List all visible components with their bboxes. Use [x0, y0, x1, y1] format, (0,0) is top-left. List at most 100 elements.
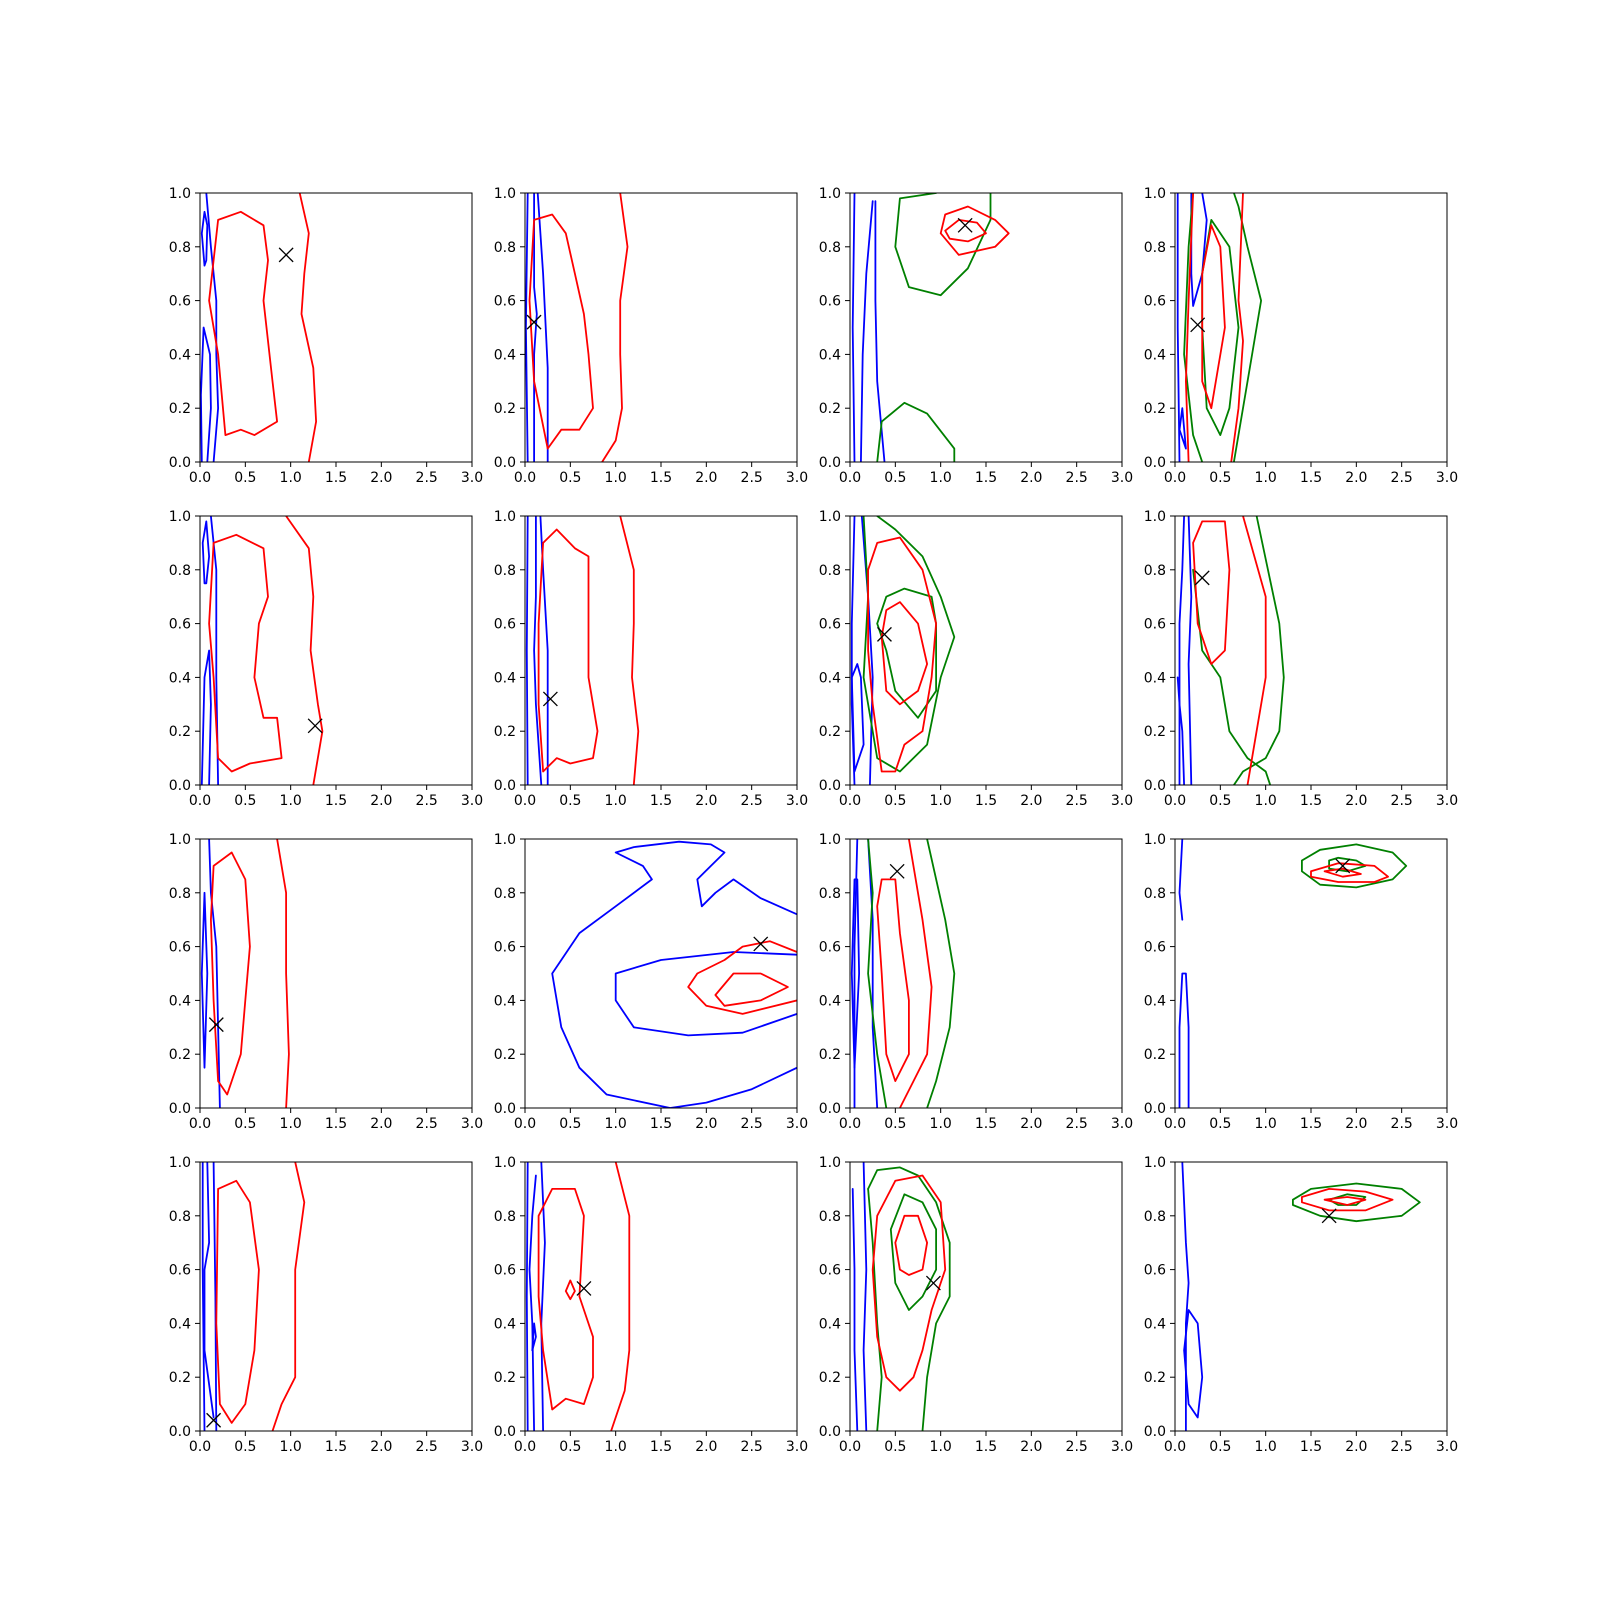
y-tick-label: 0.0 — [494, 778, 516, 794]
panel-1-1: 0.0 0.5 1.0 1.5 2.0 2.5 3.0 0.0 0.2 0.4 0.6 0.8 1.0 — [169, 186, 483, 486]
blue-contour — [1178, 407, 1187, 450]
red-contour — [208, 533, 283, 773]
red-contour — [564, 1279, 576, 1301]
x-tick-label: 1.5 — [1300, 470, 1322, 486]
x-tick-label: 0.5 — [559, 1439, 581, 1455]
x-tick-label: 1.5 — [325, 793, 347, 809]
x-tick-label: 1.0 — [280, 793, 302, 809]
panel-3-3: 0.0 0.5 1.0 1.5 2.0 2.5 3.0 0.0 0.2 0.4 0.6 0.8 1.0 — [819, 832, 1133, 1132]
x-tick-label: 2.5 — [1391, 1116, 1413, 1132]
y-tick-label: 0.8 — [819, 563, 841, 579]
x-tick-label: 1.5 — [650, 793, 672, 809]
y-tick-label: 1.0 — [494, 1155, 516, 1171]
panel-2-2: 0.0 0.5 1.0 1.5 2.0 2.5 3.0 0.0 0.2 0.4 0.6 0.8 1.0 — [494, 509, 808, 809]
panel-4-4: 0.0 0.5 1.0 1.5 2.0 2.5 3.0 0.0 0.2 0.4 0.6 0.8 1.0 — [1144, 1155, 1458, 1455]
x-tick-label: 0.0 — [514, 793, 536, 809]
x-tick-label: 0.5 — [1209, 1116, 1231, 1132]
y-tick-label: 0.8 — [1144, 886, 1166, 902]
y-tick-label: 0.0 — [819, 1101, 841, 1117]
blue-contour — [1178, 839, 1184, 921]
y-tick-label: 1.0 — [169, 186, 191, 202]
y-tick-label: 0.0 — [1144, 455, 1166, 471]
x-tick-label: 1.0 — [605, 793, 627, 809]
x-tick-label: 1.0 — [1255, 1439, 1277, 1455]
x-tick-label: 1.0 — [605, 1116, 627, 1132]
y-tick-label: 0.2 — [819, 724, 841, 740]
x-tick-label: 0.0 — [1164, 1116, 1186, 1132]
blue-contour — [208, 839, 221, 1108]
x-tick-label: 0.0 — [1164, 470, 1186, 486]
contour-group — [1176, 193, 1262, 462]
contour-group — [525, 193, 629, 462]
red-contour — [1301, 1188, 1394, 1212]
x-tick-label: 2.0 — [1345, 470, 1367, 486]
red-contour — [528, 213, 594, 450]
y-tick-label: 0.8 — [494, 240, 516, 256]
x-marker — [208, 1017, 224, 1033]
axes-frame — [199, 192, 473, 463]
x-tick-label: 2.5 — [416, 1116, 438, 1132]
contour-group — [525, 516, 640, 785]
y-tick-label: 0.0 — [169, 778, 191, 794]
y-tick-label: 0.8 — [819, 886, 841, 902]
y-tick-label: 0.2 — [1144, 1370, 1166, 1386]
red-contour — [880, 601, 928, 706]
x-tick-label: 2.0 — [370, 1439, 392, 1455]
x-tick-label: 1.5 — [650, 1116, 672, 1132]
x-tick-label: 2.0 — [370, 793, 392, 809]
contour-group — [1176, 516, 1285, 785]
axes-frame — [849, 1161, 1123, 1432]
x-tick-label: 3.0 — [1436, 1439, 1458, 1455]
x-tick-label: 1.5 — [650, 470, 672, 486]
x-tick-label: 1.0 — [930, 470, 952, 486]
y-tick-label: 0.2 — [1144, 1047, 1166, 1063]
x-tick-label: 1.0 — [930, 1439, 952, 1455]
red-contour — [944, 218, 987, 243]
y-tick-label: 0.6 — [819, 1263, 841, 1279]
y-tick-label: 0.4 — [819, 347, 841, 363]
x-tick-label: 1.0 — [1255, 793, 1277, 809]
x-tick-label: 1.0 — [605, 470, 627, 486]
y-tick-label: 0.6 — [1144, 1263, 1166, 1279]
x-tick-label: 1.5 — [325, 1439, 347, 1455]
blue-contour — [533, 193, 538, 462]
y-tick-label: 0.2 — [1144, 724, 1166, 740]
x-tick-label: 0.5 — [884, 793, 906, 809]
x-tick-label: 1.5 — [1300, 793, 1322, 809]
x-marker — [1190, 317, 1206, 333]
x-tick-label: 3.0 — [786, 793, 808, 809]
y-tick-label: 0.8 — [494, 563, 516, 579]
blue-contour — [1190, 193, 1208, 307]
axes-frame — [199, 838, 473, 1109]
y-tick-label: 0.4 — [494, 1316, 516, 1332]
axes-frame — [199, 515, 473, 786]
panel-2-3: 0.0 0.5 1.0 1.5 2.0 2.5 3.0 0.0 0.2 0.4 0.6 0.8 1.0 — [819, 509, 1133, 809]
y-tick-label: 0.8 — [1144, 563, 1166, 579]
x-tick-label: 2.0 — [1020, 470, 1042, 486]
panel-2-4: 0.0 0.5 1.0 1.5 2.0 2.5 3.0 0.0 0.2 0.4 0.6 0.8 1.0 — [1144, 509, 1458, 809]
green-contour — [926, 839, 956, 1108]
y-tick-label: 0.0 — [169, 455, 191, 471]
x-tick-label: 3.0 — [461, 1439, 483, 1455]
panel-grid: 0.0 0.5 1.0 1.5 2.0 2.5 3.00.00.20.40.60.81.00… — [169, 186, 1458, 1455]
x-tick-label: 1.5 — [975, 1116, 997, 1132]
y-tick-label: 0.2 — [494, 724, 516, 740]
x-tick-label: 3.0 — [786, 470, 808, 486]
y-tick-label: 0.4 — [494, 347, 516, 363]
x-tick-label: 3.0 — [461, 1116, 483, 1132]
x-tick-label: 0.5 — [884, 470, 906, 486]
green-contour — [894, 193, 992, 297]
y-tick-label: 0.0 — [819, 455, 841, 471]
blue-contour — [201, 1162, 206, 1431]
y-tick-label: 0.4 — [169, 993, 191, 1009]
blue-contour — [851, 193, 856, 462]
y-tick-label: 0.0 — [819, 1424, 841, 1440]
contour-group — [525, 1162, 631, 1431]
red-contour — [208, 210, 279, 437]
blue-contour — [551, 840, 797, 1108]
y-tick-label: 0.6 — [494, 1263, 516, 1279]
x-tick-label: 2.5 — [1066, 470, 1088, 486]
blue-contour — [1183, 1309, 1204, 1419]
contour-group — [201, 1162, 306, 1431]
x-tick-label: 1.0 — [1255, 470, 1277, 486]
